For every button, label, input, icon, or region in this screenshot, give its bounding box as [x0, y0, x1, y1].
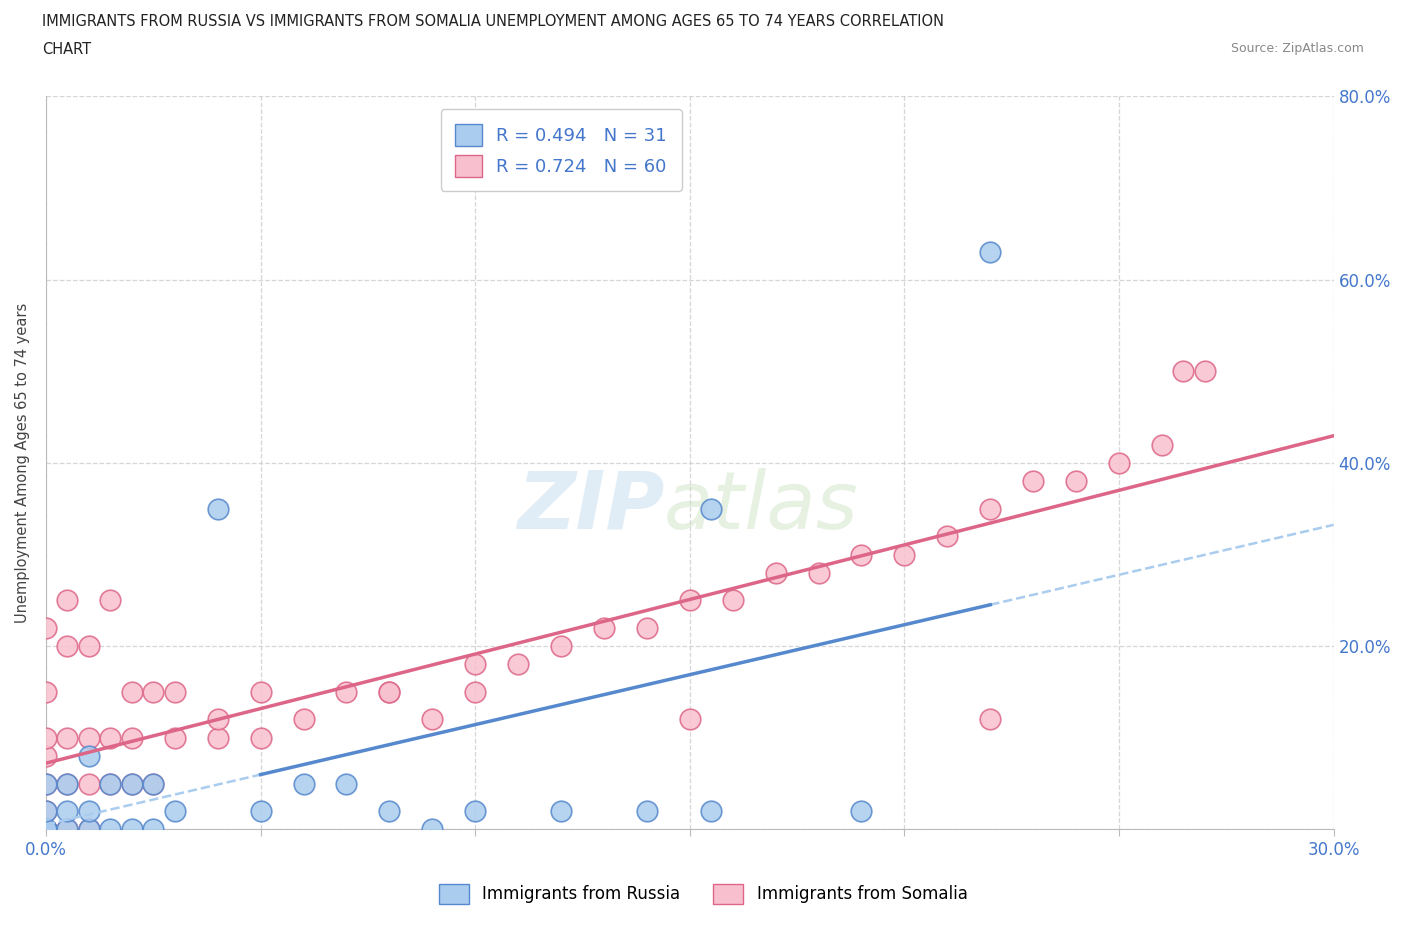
Point [292, 712, 315, 727]
Point [77, 730, 100, 745]
Point [508, 657, 530, 671]
Point [550, 804, 572, 818]
Point [56, 730, 79, 745]
Point [464, 657, 486, 671]
Point [1150, 437, 1173, 452]
Point [335, 684, 357, 699]
Point [700, 804, 723, 818]
Point [121, 777, 143, 791]
Legend: R = 0.494   N = 31, R = 0.724   N = 60: R = 0.494 N = 31, R = 0.724 N = 60 [440, 109, 682, 191]
Text: CHART: CHART [42, 42, 91, 57]
Point [292, 777, 315, 791]
Point [35, 749, 58, 764]
Point [35, 777, 58, 791]
Point [35, 730, 58, 745]
Point [700, 501, 723, 516]
Point [636, 804, 658, 818]
Point [35, 822, 58, 837]
Legend: Immigrants from Russia, Immigrants from Somalia: Immigrants from Russia, Immigrants from … [432, 877, 974, 910]
Point [464, 684, 486, 699]
Point [679, 712, 702, 727]
Point [1064, 473, 1087, 488]
Point [378, 684, 401, 699]
Point [56, 822, 79, 837]
Point [142, 777, 165, 791]
Point [35, 804, 58, 818]
Point [56, 593, 79, 608]
Point [35, 822, 58, 837]
Point [1022, 473, 1045, 488]
Point [142, 777, 165, 791]
Point [979, 712, 1001, 727]
Point [98, 822, 121, 837]
Text: ZIP: ZIP [516, 468, 664, 546]
Point [163, 730, 186, 745]
Point [35, 822, 58, 837]
Point [420, 712, 443, 727]
Point [98, 777, 121, 791]
Point [249, 684, 271, 699]
Point [893, 547, 915, 562]
Point [77, 822, 100, 837]
Point [378, 684, 401, 699]
Point [851, 804, 873, 818]
Point [378, 804, 401, 818]
Point [142, 684, 165, 699]
Point [593, 620, 616, 635]
Point [56, 804, 79, 818]
Point [979, 501, 1001, 516]
Point [679, 593, 702, 608]
Point [207, 730, 229, 745]
Point [142, 822, 165, 837]
Y-axis label: Unemployment Among Ages 65 to 74 years: Unemployment Among Ages 65 to 74 years [15, 303, 30, 623]
Point [163, 684, 186, 699]
Point [77, 822, 100, 837]
Point [77, 804, 100, 818]
Point [936, 529, 959, 544]
Point [35, 822, 58, 837]
Point [35, 822, 58, 837]
Text: atlas: atlas [664, 468, 859, 546]
Point [98, 730, 121, 745]
Point [121, 730, 143, 745]
Point [249, 730, 271, 745]
Text: IMMIGRANTS FROM RUSSIA VS IMMIGRANTS FROM SOMALIA UNEMPLOYMENT AMONG AGES 65 TO : IMMIGRANTS FROM RUSSIA VS IMMIGRANTS FRO… [42, 14, 945, 29]
Point [550, 639, 572, 654]
Text: Source: ZipAtlas.com: Source: ZipAtlas.com [1230, 42, 1364, 55]
Point [121, 822, 143, 837]
Point [121, 777, 143, 791]
Point [98, 777, 121, 791]
Point [77, 749, 100, 764]
Point [98, 593, 121, 608]
Point [249, 804, 271, 818]
Point [979, 245, 1001, 259]
Point [420, 822, 443, 837]
Point [56, 777, 79, 791]
Point [121, 684, 143, 699]
Point [56, 777, 79, 791]
Point [721, 593, 744, 608]
Point [56, 639, 79, 654]
Point [1194, 364, 1216, 379]
Point [35, 684, 58, 699]
Point [35, 620, 58, 635]
Point [35, 777, 58, 791]
Point [35, 804, 58, 818]
Point [56, 822, 79, 837]
Point [765, 565, 787, 580]
Point [1108, 456, 1130, 471]
Point [207, 501, 229, 516]
Point [464, 804, 486, 818]
Point [77, 777, 100, 791]
Point [807, 565, 830, 580]
Point [851, 547, 873, 562]
Point [636, 620, 658, 635]
Point [35, 822, 58, 837]
Point [35, 822, 58, 837]
Point [1173, 364, 1195, 379]
Point [77, 639, 100, 654]
Point [163, 804, 186, 818]
Point [207, 712, 229, 727]
Point [335, 777, 357, 791]
